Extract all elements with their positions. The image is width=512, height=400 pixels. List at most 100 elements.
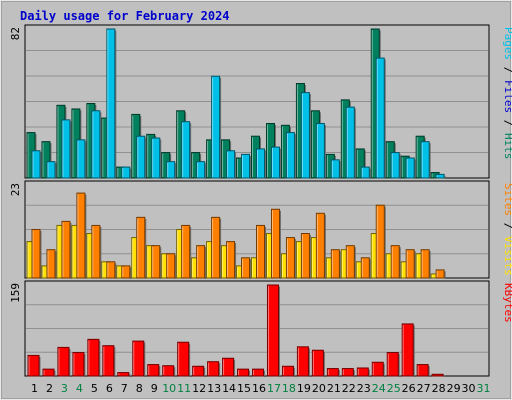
bar-kbytes [266,284,280,377]
bar-files [61,119,72,179]
bar-kbytes [431,373,445,377]
day-label: 15 [237,382,251,395]
bar-kbytes [132,340,146,377]
bar-body [61,119,71,179]
panel-max-label: 159 [9,283,22,303]
bar-body [431,373,444,377]
bar-sites [405,249,416,279]
bar-files [420,141,431,179]
bar-body [300,233,310,279]
bar-body [281,365,294,377]
bar-kbytes [42,368,56,377]
bar-sites [136,216,147,279]
day-label: 26 [402,382,416,395]
bar-body [390,245,400,279]
bar-body [405,157,415,179]
bar-body [136,216,146,279]
legend-entry: / [502,60,512,80]
legend-entry: / [502,216,512,236]
bar-body [226,150,236,179]
bar-sites [360,257,371,279]
bar-files [285,132,296,179]
bar-body [237,368,250,377]
legend-entry: Pages [502,27,512,60]
bar-files [270,146,281,179]
bar-body [420,141,430,179]
bar-body [181,224,191,279]
chart-panels: 82 Pages / Files / Hits 23 Sites / Visits 15… [9,24,512,377]
bar-body [27,354,40,377]
day-label: 17 [267,382,281,395]
panel-side-legend: KBytes [502,283,512,323]
bar-kbytes [147,364,161,377]
day-label: 30 [462,382,476,395]
bar-body [315,122,325,179]
bar-files [106,28,117,179]
bar-body [371,361,384,377]
bar-files [300,92,311,179]
bar-files [435,173,446,179]
bar-hits [355,148,366,179]
bar-kbytes [281,365,295,377]
bar-kbytes [237,368,251,377]
bar-sites [91,224,102,279]
bar-kbytes [102,345,116,377]
day-label: 1 [31,382,38,395]
bar-sites [300,233,311,279]
bar-body [151,137,161,179]
bar-files [46,161,57,179]
bar-body [162,365,175,377]
bar-body [356,367,369,377]
day-label: 28 [432,382,446,395]
day-label: 31 [477,382,491,395]
bar-sites [181,224,192,279]
bar-body [91,110,101,179]
bar-body [226,241,236,279]
bar-kbytes [57,346,71,377]
bar-body [416,364,429,377]
bar-files [151,137,162,179]
bar-body [87,338,100,377]
day-label: 3 [61,382,68,395]
bar-kbytes [341,368,355,377]
bar-files [390,152,401,179]
day-label: 19 [297,382,311,395]
bar-kbytes [192,365,206,377]
day-label: 29 [447,382,461,395]
bar-body [177,341,190,377]
day-label: 12 [192,382,206,395]
bar-sites [196,245,207,279]
bar-body [91,224,101,279]
bar-sites [106,261,117,279]
panel-side-legend: Sites / Visits [502,183,512,276]
day-label: 21 [327,382,341,395]
bar-body [31,228,41,279]
bar-kbytes [296,346,310,377]
bar-files [181,121,192,179]
day-label: 23 [357,382,371,395]
bar-body [345,245,355,279]
bar-body [345,106,355,179]
bar-body [31,150,41,179]
bar-body [106,28,116,179]
legend-entry: Sites [502,183,512,216]
bar-body [222,357,235,377]
panel-max-label: 23 [9,183,22,196]
bar-body [46,161,56,179]
day-label: 16 [252,382,266,395]
bar-sites [375,204,386,279]
bar-kbytes [177,341,191,377]
bar-sites [420,249,431,279]
day-label: 7 [121,382,128,395]
bar-files [196,161,207,179]
bar-body [72,352,85,377]
day-label: 5 [91,382,98,395]
bar-body [375,204,385,279]
bar-body [285,237,295,279]
bar-sites [226,241,237,279]
bar-body [330,249,340,279]
bar-kbytes [87,338,101,377]
bar-body [151,245,161,279]
bar-body [147,364,160,377]
day-label: 18 [282,382,296,395]
